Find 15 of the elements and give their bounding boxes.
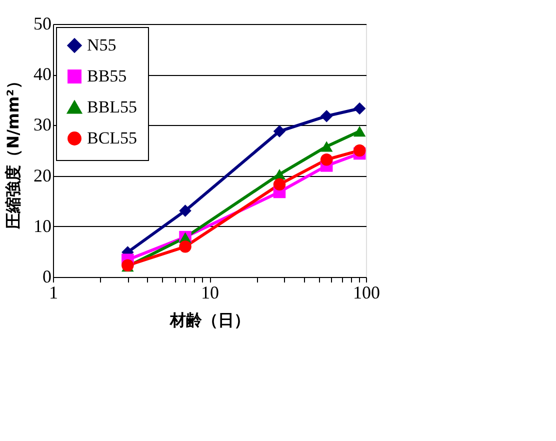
y-tick-label: 50 (34, 14, 52, 34)
y-tick-label: 10 (34, 216, 52, 236)
x-tick-label: 1 (49, 282, 58, 302)
x-axis-title: 材齢（日） (169, 310, 250, 330)
y-tick-label: 40 (34, 64, 52, 84)
y-tick-label: 20 (34, 165, 52, 186)
y-tick-label: 30 (34, 114, 52, 135)
y-tick-label: 0 (42, 266, 52, 286)
x-tick-label: 100 (353, 282, 380, 302)
y-axis-title: 圧縮強度（N/mm²） (4, 73, 22, 230)
legend-label: BCL55 (87, 128, 138, 148)
legend-label: N55 (87, 36, 116, 54)
legend-label: BBL55 (87, 98, 138, 116)
legend-label: BB55 (87, 66, 127, 86)
x-tick-label: 10 (201, 282, 219, 302)
